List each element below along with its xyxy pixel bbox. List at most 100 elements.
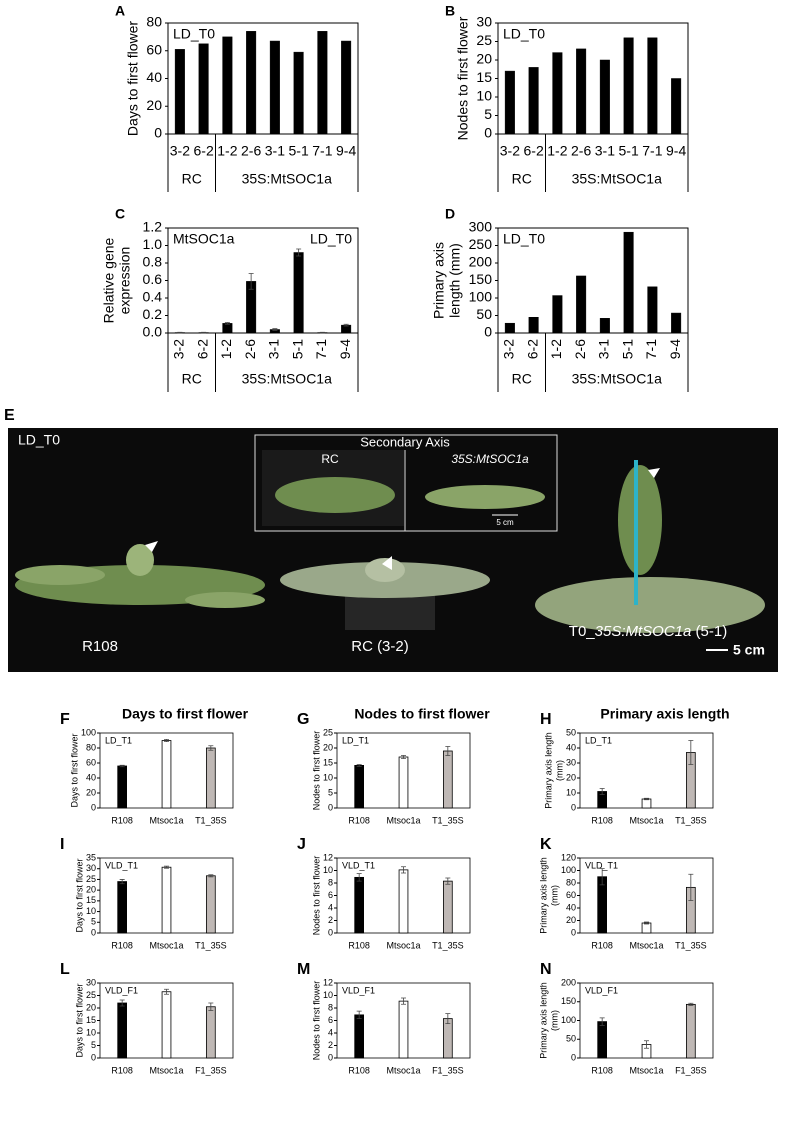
y-tick-label: 20 (476, 51, 492, 67)
bar (174, 49, 185, 135)
bar (599, 318, 610, 334)
y-tick-label: 12 (323, 852, 333, 862)
inset-scale: 5 cm (496, 518, 514, 527)
bar (222, 323, 233, 334)
error-bar (272, 328, 278, 331)
bar (117, 765, 127, 809)
x-tick-label: R108 (591, 940, 613, 950)
y-axis-label: Nodes to first flower (311, 856, 321, 936)
y-tick-label: 0.6 (143, 271, 163, 287)
y-tick-label: 100 (469, 289, 493, 305)
group-label: RC (512, 171, 532, 187)
y-tick-label: 20 (86, 885, 96, 895)
column-title: Nodes to first flower (354, 706, 490, 722)
y-tick-label: 150 (469, 271, 493, 287)
x-tick-label: R108 (348, 1065, 370, 1075)
y-tick-label: 0 (571, 927, 576, 937)
x-tick-label: T1_35S (195, 815, 227, 825)
y-tick-label: 10 (323, 772, 333, 782)
x-tick-label: Mtsoc1a (149, 815, 183, 825)
y-tick-label: 20 (566, 772, 576, 782)
bar (576, 275, 587, 334)
annotation: LD_T0 (503, 231, 545, 247)
error-bar (208, 745, 214, 751)
y-tick-label: 20 (566, 915, 576, 925)
error-bar (356, 1010, 362, 1020)
error-bar (445, 877, 451, 885)
bar (317, 31, 328, 135)
y-tick-label: 10 (323, 990, 333, 1000)
x-tick-label: 3-2 (501, 339, 517, 359)
y-tick-label: 12 (323, 977, 333, 987)
x-tick-label: F1_35S (195, 1065, 227, 1075)
x-tick-label: Mtsoc1a (629, 940, 663, 950)
y-tick-label: 0 (484, 125, 492, 141)
y-tick-label: 0 (91, 802, 96, 812)
annotation: VLD_F1 (105, 985, 138, 995)
y-tick-label: 30 (86, 977, 96, 987)
y-axis-label: Days to first flower (74, 983, 84, 1057)
bar (161, 740, 172, 809)
error-bar (119, 764, 125, 768)
y-axis-label: Nodes to first flower (311, 731, 321, 811)
y-tick-label: 60 (86, 757, 96, 767)
y-axis-label: Primary axis length (543, 732, 553, 809)
error-bar (401, 866, 406, 874)
x-tick-label: 6-2 (194, 339, 210, 359)
panel-letter: J (297, 836, 306, 853)
y-tick-label: 40 (566, 742, 576, 752)
y-tick-label: 200 (469, 254, 493, 270)
bar (293, 252, 304, 334)
photo-panel: E LD_T0 Secondary Axis RC 35S:MtSOC1a (4, 407, 778, 672)
error-bar (644, 1040, 649, 1049)
chart: K 0 20 40 60 80 100 120 Primary axis length (mm) V… (538, 836, 714, 950)
x-tick-label: 9-4 (666, 143, 686, 159)
x-tick-label: 7-1 (312, 143, 332, 159)
panel-letter: B (445, 3, 455, 19)
y-tick-label: 5 (328, 787, 333, 797)
scale-label: 5 cm (733, 642, 765, 658)
x-tick-label: 9-4 (667, 339, 683, 359)
y-axis-label: (mm) (549, 1010, 559, 1031)
x-tick-label: R108 (348, 815, 370, 825)
y-axis-label: Days to first flower (74, 858, 84, 932)
x-tick-label: 2-6 (572, 339, 588, 359)
error-bar (319, 331, 325, 334)
error-bar (119, 879, 125, 885)
error-bar (644, 921, 649, 925)
y-tick-label: 15 (86, 895, 96, 905)
x-tick-label: 1-2 (218, 339, 234, 359)
bar (398, 1000, 409, 1059)
y-tick-label: 50 (566, 727, 576, 737)
y-tick-label: 1.0 (143, 236, 163, 252)
error-bar (208, 1002, 214, 1011)
inset-right: 35S:MtSOC1a (451, 452, 529, 466)
y-tick-label: 20 (86, 1002, 96, 1012)
x-tick-label: F1_35S (675, 1065, 707, 1075)
annotation: LD_T1 (342, 735, 369, 745)
bar (552, 52, 563, 135)
panel-letter: N (540, 961, 552, 978)
y-tick-label: 25 (323, 727, 333, 737)
panel-letter: H (540, 711, 552, 728)
x-tick-label: Mtsoc1a (386, 815, 420, 825)
x-tick-label: 9-4 (336, 143, 356, 159)
y-tick-label: 100 (561, 865, 576, 875)
y-tick-label: 25 (86, 990, 96, 1000)
y-tick-label: 6 (328, 890, 333, 900)
bar (205, 1006, 216, 1059)
x-tick-label: 1-2 (217, 143, 237, 159)
bar (354, 1014, 365, 1059)
bar (205, 747, 216, 809)
y-tick-label: 0 (571, 802, 576, 812)
group-label: 35S:MtSOC1a (242, 371, 332, 387)
bar (222, 36, 233, 135)
bar (117, 1002, 127, 1059)
error-bar (343, 323, 349, 327)
y-tick-label: 10 (86, 906, 96, 916)
annotation: VLD_T1 (585, 860, 618, 870)
y-tick-label: 30 (566, 757, 576, 767)
